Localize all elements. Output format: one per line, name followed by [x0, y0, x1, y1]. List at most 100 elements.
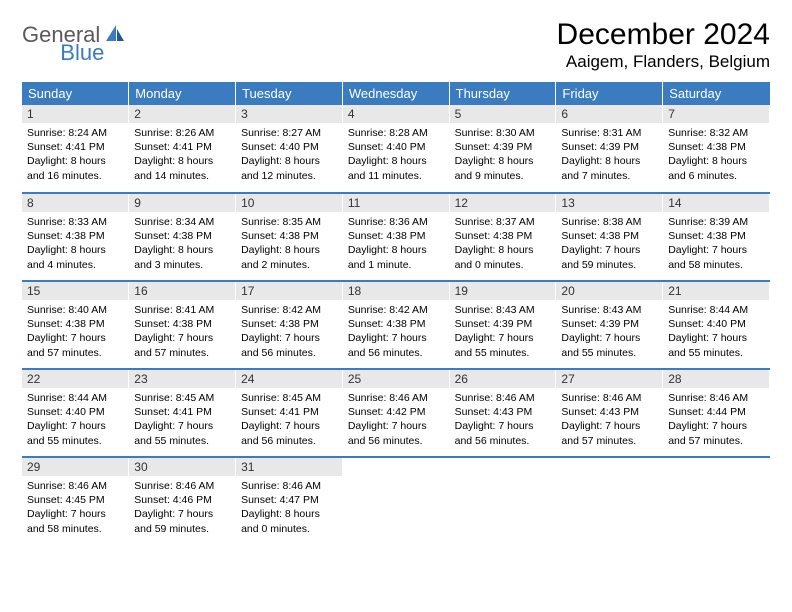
day-cell: 16Sunrise: 8:41 AMSunset: 4:38 PMDayligh… — [129, 281, 236, 369]
day-number: 11 — [343, 194, 449, 212]
day-cell: 2Sunrise: 8:26 AMSunset: 4:41 PMDaylight… — [129, 105, 236, 193]
day-cell: 10Sunrise: 8:35 AMSunset: 4:38 PMDayligh… — [236, 193, 343, 281]
day-details: Sunrise: 8:26 AMSunset: 4:41 PMDaylight:… — [129, 123, 235, 188]
day-number: 15 — [22, 282, 128, 300]
day-number: 4 — [343, 105, 449, 123]
day-details: Sunrise: 8:46 AMSunset: 4:43 PMDaylight:… — [450, 388, 556, 453]
day-details: Sunrise: 8:30 AMSunset: 4:39 PMDaylight:… — [450, 123, 556, 188]
day-header: Thursday — [449, 82, 556, 105]
day-number: 30 — [129, 458, 235, 476]
day-number: 17 — [236, 282, 342, 300]
day-details: Sunrise: 8:46 AMSunset: 4:44 PMDaylight:… — [663, 388, 769, 453]
day-cell: 30Sunrise: 8:46 AMSunset: 4:46 PMDayligh… — [129, 457, 236, 545]
day-number: 31 — [236, 458, 342, 476]
week-row: 15Sunrise: 8:40 AMSunset: 4:38 PMDayligh… — [22, 281, 770, 369]
day-cell: 8Sunrise: 8:33 AMSunset: 4:38 PMDaylight… — [22, 193, 129, 281]
day-number: 26 — [450, 370, 556, 388]
day-header: Sunday — [22, 82, 129, 105]
day-number: 16 — [129, 282, 235, 300]
day-details: Sunrise: 8:45 AMSunset: 4:41 PMDaylight:… — [129, 388, 235, 453]
empty-cell — [342, 457, 449, 545]
day-number: 28 — [663, 370, 769, 388]
day-details: Sunrise: 8:46 AMSunset: 4:46 PMDaylight:… — [129, 476, 235, 541]
day-details: Sunrise: 8:32 AMSunset: 4:38 PMDaylight:… — [663, 123, 769, 188]
week-row: 22Sunrise: 8:44 AMSunset: 4:40 PMDayligh… — [22, 369, 770, 457]
day-cell: 12Sunrise: 8:37 AMSunset: 4:38 PMDayligh… — [449, 193, 556, 281]
day-number: 8 — [22, 194, 128, 212]
day-details: Sunrise: 8:42 AMSunset: 4:38 PMDaylight:… — [343, 300, 449, 365]
day-details: Sunrise: 8:35 AMSunset: 4:38 PMDaylight:… — [236, 212, 342, 277]
day-details: Sunrise: 8:42 AMSunset: 4:38 PMDaylight:… — [236, 300, 342, 365]
day-header: Friday — [556, 82, 663, 105]
logo: General Blue — [22, 18, 172, 48]
day-header: Tuesday — [236, 82, 343, 105]
day-number: 1 — [22, 105, 128, 123]
day-cell: 15Sunrise: 8:40 AMSunset: 4:38 PMDayligh… — [22, 281, 129, 369]
day-details: Sunrise: 8:28 AMSunset: 4:40 PMDaylight:… — [343, 123, 449, 188]
day-cell: 28Sunrise: 8:46 AMSunset: 4:44 PMDayligh… — [663, 369, 770, 457]
day-details: Sunrise: 8:46 AMSunset: 4:45 PMDaylight:… — [22, 476, 128, 541]
day-details: Sunrise: 8:43 AMSunset: 4:39 PMDaylight:… — [450, 300, 556, 365]
day-cell: 21Sunrise: 8:44 AMSunset: 4:40 PMDayligh… — [663, 281, 770, 369]
location-text: Aaigem, Flanders, Belgium — [557, 52, 770, 72]
day-number: 6 — [556, 105, 662, 123]
day-number: 20 — [556, 282, 662, 300]
logo-sail-icon — [104, 23, 126, 48]
day-cell: 20Sunrise: 8:43 AMSunset: 4:39 PMDayligh… — [556, 281, 663, 369]
day-details: Sunrise: 8:46 AMSunset: 4:47 PMDaylight:… — [236, 476, 342, 541]
day-cell: 25Sunrise: 8:46 AMSunset: 4:42 PMDayligh… — [342, 369, 449, 457]
day-details: Sunrise: 8:27 AMSunset: 4:40 PMDaylight:… — [236, 123, 342, 188]
day-number: 14 — [663, 194, 769, 212]
day-cell: 13Sunrise: 8:38 AMSunset: 4:38 PMDayligh… — [556, 193, 663, 281]
day-number: 7 — [663, 105, 769, 123]
day-details: Sunrise: 8:39 AMSunset: 4:38 PMDaylight:… — [663, 212, 769, 277]
day-cell: 19Sunrise: 8:43 AMSunset: 4:39 PMDayligh… — [449, 281, 556, 369]
day-cell: 22Sunrise: 8:44 AMSunset: 4:40 PMDayligh… — [22, 369, 129, 457]
day-number: 25 — [343, 370, 449, 388]
title-block: December 2024 Aaigem, Flanders, Belgium — [557, 18, 770, 72]
day-details: Sunrise: 8:38 AMSunset: 4:38 PMDaylight:… — [556, 212, 662, 277]
day-cell: 9Sunrise: 8:34 AMSunset: 4:38 PMDaylight… — [129, 193, 236, 281]
day-details: Sunrise: 8:41 AMSunset: 4:38 PMDaylight:… — [129, 300, 235, 365]
day-cell: 1Sunrise: 8:24 AMSunset: 4:41 PMDaylight… — [22, 105, 129, 193]
day-header-row: SundayMondayTuesdayWednesdayThursdayFrid… — [22, 82, 770, 105]
empty-cell — [449, 457, 556, 545]
week-row: 1Sunrise: 8:24 AMSunset: 4:41 PMDaylight… — [22, 105, 770, 193]
day-details: Sunrise: 8:46 AMSunset: 4:43 PMDaylight:… — [556, 388, 662, 453]
day-details: Sunrise: 8:46 AMSunset: 4:42 PMDaylight:… — [343, 388, 449, 453]
day-number: 24 — [236, 370, 342, 388]
day-cell: 24Sunrise: 8:45 AMSunset: 4:41 PMDayligh… — [236, 369, 343, 457]
empty-cell — [556, 457, 663, 545]
day-cell: 11Sunrise: 8:36 AMSunset: 4:38 PMDayligh… — [342, 193, 449, 281]
day-cell: 5Sunrise: 8:30 AMSunset: 4:39 PMDaylight… — [449, 105, 556, 193]
day-details: Sunrise: 8:45 AMSunset: 4:41 PMDaylight:… — [236, 388, 342, 453]
day-header: Wednesday — [342, 82, 449, 105]
day-number: 3 — [236, 105, 342, 123]
day-cell: 18Sunrise: 8:42 AMSunset: 4:38 PMDayligh… — [342, 281, 449, 369]
day-number: 22 — [22, 370, 128, 388]
day-header: Saturday — [663, 82, 770, 105]
day-header: Monday — [129, 82, 236, 105]
day-cell: 27Sunrise: 8:46 AMSunset: 4:43 PMDayligh… — [556, 369, 663, 457]
empty-cell — [663, 457, 770, 545]
day-details: Sunrise: 8:44 AMSunset: 4:40 PMDaylight:… — [663, 300, 769, 365]
day-cell: 3Sunrise: 8:27 AMSunset: 4:40 PMDaylight… — [236, 105, 343, 193]
day-number: 21 — [663, 282, 769, 300]
day-details: Sunrise: 8:37 AMSunset: 4:38 PMDaylight:… — [450, 212, 556, 277]
day-number: 29 — [22, 458, 128, 476]
day-number: 12 — [450, 194, 556, 212]
day-details: Sunrise: 8:43 AMSunset: 4:39 PMDaylight:… — [556, 300, 662, 365]
day-number: 9 — [129, 194, 235, 212]
week-row: 8Sunrise: 8:33 AMSunset: 4:38 PMDaylight… — [22, 193, 770, 281]
day-cell: 7Sunrise: 8:32 AMSunset: 4:38 PMDaylight… — [663, 105, 770, 193]
day-cell: 6Sunrise: 8:31 AMSunset: 4:39 PMDaylight… — [556, 105, 663, 193]
day-cell: 4Sunrise: 8:28 AMSunset: 4:40 PMDaylight… — [342, 105, 449, 193]
day-number: 10 — [236, 194, 342, 212]
day-number: 5 — [450, 105, 556, 123]
day-details: Sunrise: 8:24 AMSunset: 4:41 PMDaylight:… — [22, 123, 128, 188]
day-cell: 14Sunrise: 8:39 AMSunset: 4:38 PMDayligh… — [663, 193, 770, 281]
logo-word-2: Blue — [60, 40, 104, 65]
day-details: Sunrise: 8:36 AMSunset: 4:38 PMDaylight:… — [343, 212, 449, 277]
day-number: 18 — [343, 282, 449, 300]
day-cell: 29Sunrise: 8:46 AMSunset: 4:45 PMDayligh… — [22, 457, 129, 545]
